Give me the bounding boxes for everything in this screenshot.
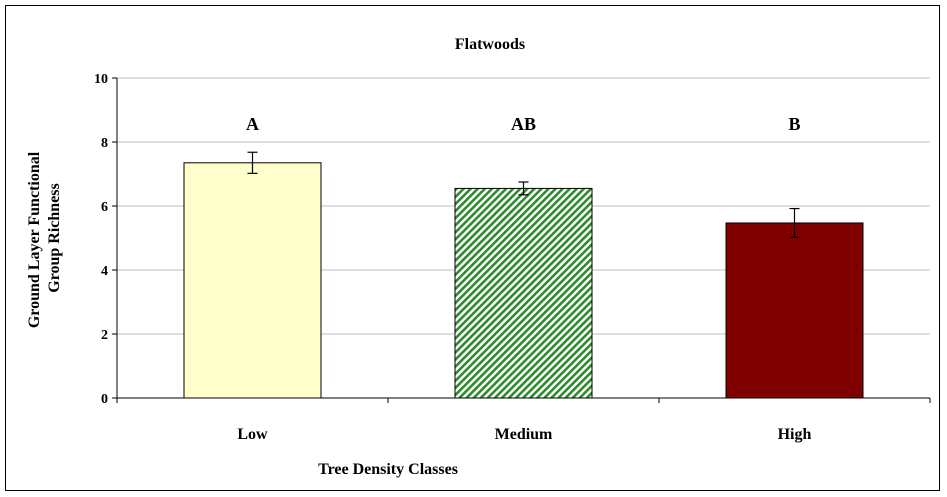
y-axis-label-line-2: Group Richness	[46, 183, 63, 293]
y-axis-label: Ground Layer Functional Group Richness	[26, 148, 63, 328]
y-tick-label: 10	[94, 72, 108, 87]
bar-low	[183, 162, 322, 399]
y-tick-label: 6	[101, 200, 108, 215]
error-bars	[247, 151, 800, 238]
chart-title: Flatwoods	[455, 36, 525, 53]
bar-high	[725, 222, 864, 399]
y-tick-label: 8	[101, 136, 108, 151]
y-axis-label-line-1: Ground Layer Functional	[26, 151, 43, 328]
y-tick-label: 2	[101, 328, 108, 343]
x-tick-label: High	[778, 426, 812, 443]
y-axis-ticks: 0 2 4 6 8 10	[94, 72, 117, 407]
significance-letters: A AB B	[246, 114, 801, 134]
significance-letter: B	[788, 114, 800, 134]
x-tick-label: Low	[237, 426, 268, 443]
bar-medium	[454, 187, 593, 399]
significance-letter: AB	[511, 114, 536, 134]
y-tick-label: 4	[101, 264, 108, 279]
x-axis-label: Tree Density Classes	[318, 461, 458, 478]
significance-letter: A	[246, 114, 259, 134]
bars	[183, 162, 864, 399]
x-tick-label: Medium	[495, 426, 553, 443]
x-axis-tick-labels: Low Medium High	[237, 426, 811, 443]
y-tick-label: 0	[101, 392, 108, 407]
